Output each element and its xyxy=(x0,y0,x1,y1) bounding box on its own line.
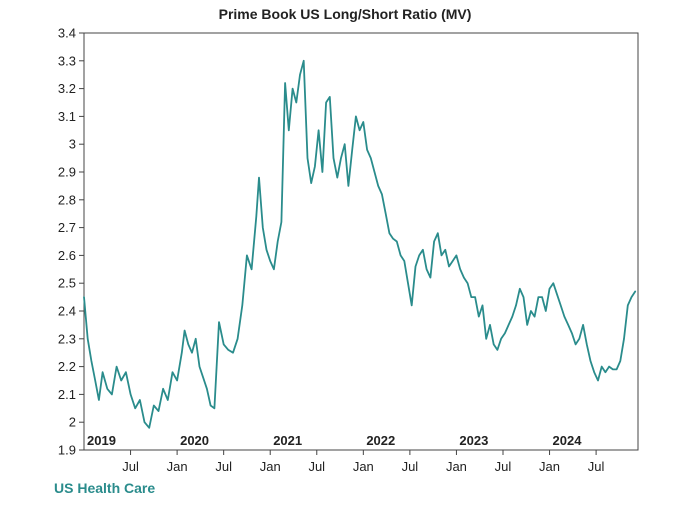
y-tick-label: 3.4 xyxy=(58,26,76,41)
y-tick-label: 2.2 xyxy=(58,359,76,374)
y-tick-label: 2.8 xyxy=(58,192,76,207)
y-axis: 1.9 2 2.1 2.2 2.3 2.4 2.5 2.6 2.7 2.8 2.9 3 3.1 3.2 3.… xyxy=(58,26,84,458)
chart-title: Prime Book US Long/Short Ratio (MV) xyxy=(219,6,472,22)
series-layer xyxy=(83,59,637,429)
x-month-label: Jul xyxy=(495,459,512,474)
x-axis: 2019 2020 2021 2022 2023 2024 Jul Jan Jul Jan Jul J… xyxy=(87,433,605,474)
y-tick-label: 2.9 xyxy=(58,165,76,180)
x-month-label: Jan xyxy=(353,459,374,474)
x-month-label: Jul xyxy=(122,459,139,474)
x-month-label: Jul xyxy=(215,459,232,474)
series-line-0 xyxy=(83,59,637,429)
y-tick-label: 2.3 xyxy=(58,331,76,346)
x-year-label: 2021 xyxy=(273,433,302,448)
x-month-label: Jan xyxy=(446,459,467,474)
y-tick-label: 3.3 xyxy=(58,53,76,68)
y-tick-label: 2.1 xyxy=(58,387,76,402)
y-tick-label: 2.7 xyxy=(58,220,76,235)
x-month-label: Jul xyxy=(588,459,605,474)
x-month-label: Jan xyxy=(260,459,281,474)
y-tick-label: 3 xyxy=(69,137,76,152)
legend-entry-us-health-care: US Health Care xyxy=(54,480,155,496)
x-month-label: Jul xyxy=(308,459,325,474)
y-tick-label: 2.5 xyxy=(58,276,76,291)
x-year-label: 2020 xyxy=(180,433,209,448)
x-year-label: 2022 xyxy=(366,433,395,448)
x-month-label: Jan xyxy=(539,459,560,474)
plot-frame xyxy=(83,32,639,451)
x-month-label: Jul xyxy=(402,459,419,474)
x-month-label: Jan xyxy=(167,459,188,474)
y-tick-label: 1.9 xyxy=(58,443,76,458)
x-year-label: 2023 xyxy=(459,433,488,448)
y-tick-label: 3.1 xyxy=(58,109,76,124)
x-year-label: 2024 xyxy=(553,433,583,448)
y-tick-label: 2.6 xyxy=(58,248,76,263)
x-year-label: 2019 xyxy=(87,433,116,448)
y-tick-label: 3.2 xyxy=(58,81,76,96)
y-tick-label: 2.4 xyxy=(58,304,76,319)
y-tick-label: 2 xyxy=(69,415,76,430)
